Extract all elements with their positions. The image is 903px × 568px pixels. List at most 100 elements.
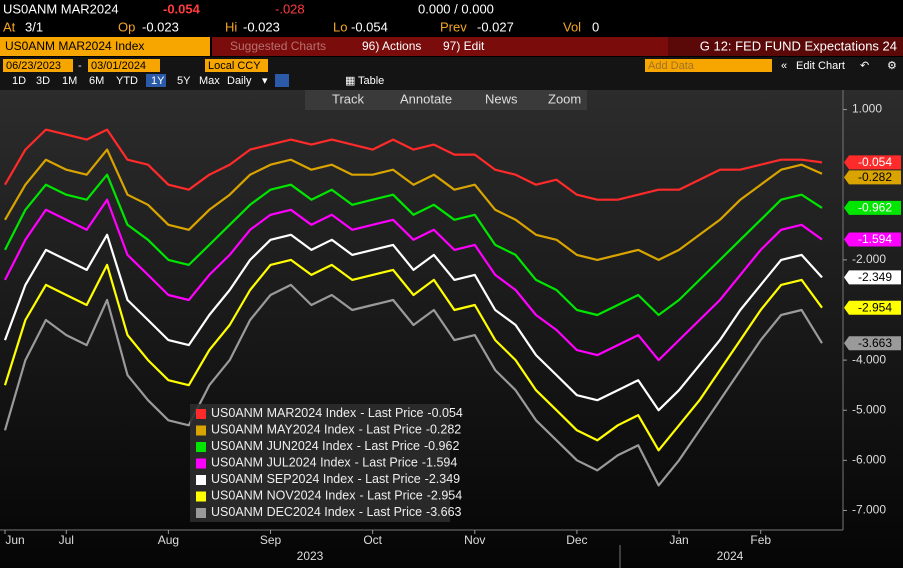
- suggested-charts[interactable]: Suggested Charts: [230, 39, 326, 53]
- period-button[interactable]: 6M: [89, 75, 104, 87]
- tool-bar: [305, 90, 587, 110]
- period-button[interactable]: YTD: [116, 75, 138, 87]
- start-date[interactable]: 06/23/2023: [6, 60, 61, 72]
- legend-label: - Last Price: [359, 505, 422, 519]
- value-tag: [844, 232, 901, 247]
- value-tag: [844, 155, 901, 170]
- op-label: Op: [118, 19, 135, 34]
- legend-entry: US0ANM JUL2024 Index - Last Price -1.594: [211, 456, 457, 470]
- header-bg: [0, 0, 903, 37]
- hi-value: -0.023: [243, 19, 280, 34]
- series-line: [3, 258, 823, 452]
- legend-entry: US0ANM JUN2024 Index - Last Price -0.962: [211, 439, 459, 453]
- settings-icon[interactable]: ⚙: [887, 60, 897, 72]
- value-tag: [844, 270, 901, 285]
- undo-icon[interactable]: ↶: [860, 60, 869, 72]
- bid-ask: 0.000 / 0.000: [418, 1, 494, 16]
- legend-name: US0ANM NOV2024 Index: [211, 489, 356, 503]
- value-tag-label: -0.962: [858, 201, 892, 215]
- legend-swatch: [196, 442, 206, 452]
- currency-box[interactable]: [205, 59, 268, 72]
- legend-value: -3.663: [426, 505, 461, 519]
- prev-value: -0.027: [477, 19, 514, 34]
- at-label: At: [3, 19, 16, 34]
- lo-label: Lo: [333, 19, 347, 34]
- tool-button[interactable]: Annotate: [400, 91, 452, 106]
- vol-label: Vol: [563, 19, 581, 34]
- y-tick-label: -4.000: [852, 352, 886, 366]
- x-tick-label: Feb: [750, 533, 771, 547]
- edit-chart[interactable]: Edit Chart: [796, 60, 845, 72]
- value-tag-label: -2.954: [858, 300, 892, 314]
- currency[interactable]: Local CCY: [208, 60, 261, 72]
- hi-label: Hi: [225, 19, 237, 34]
- tool-button[interactable]: Zoom: [548, 91, 581, 106]
- chart-tools: Track Annotate News Zoom: [332, 91, 581, 106]
- add-data[interactable]: Add Data: [648, 60, 695, 72]
- security-box[interactable]: [0, 37, 210, 56]
- legend-swatch: [196, 458, 206, 469]
- value-tag: [844, 336, 901, 351]
- price-change: -.028: [275, 1, 305, 16]
- period-buttons: 1D 3D 1M 6M YTD 1Y 5Y Max: [12, 74, 220, 87]
- date-dash: -: [78, 60, 82, 72]
- legend-entry: US0ANM MAR2024 Index - Last Price -0.054: [211, 406, 463, 420]
- value-tag-label: -2.349: [858, 270, 892, 284]
- table-button[interactable]: Table: [358, 75, 384, 87]
- table-icon[interactable]: ▦: [345, 75, 355, 87]
- legend-label: - Last Price: [355, 456, 418, 470]
- series-line: [3, 283, 823, 487]
- legend-box: [190, 404, 450, 522]
- value-tag: [844, 300, 901, 315]
- legend-swatch: [196, 491, 206, 502]
- tool-button[interactable]: News: [485, 91, 518, 106]
- tool-button[interactable]: Track: [332, 91, 365, 106]
- x-tick-label: Jun: [5, 533, 24, 547]
- series-line: [3, 233, 823, 412]
- add-data-box[interactable]: [645, 59, 772, 72]
- x-tick-label: Nov: [464, 533, 485, 547]
- period-button[interactable]: 1Y: [151, 75, 165, 87]
- legend-name: US0ANM JUN2024 Index: [211, 439, 353, 453]
- year-label: 2024: [717, 549, 744, 563]
- active-period-bg[interactable]: [146, 74, 166, 87]
- period-button[interactable]: 5Y: [177, 75, 191, 87]
- value-tag-label: -1.594: [858, 232, 892, 246]
- period-button[interactable]: Max: [199, 75, 220, 87]
- y-tick-label: -5.000: [852, 402, 886, 416]
- actions-menu[interactable]: 96) Actions: [362, 39, 421, 53]
- collapse-icon[interactable]: «: [781, 60, 787, 72]
- end-date-box[interactable]: [88, 59, 160, 72]
- period-button[interactable]: 1M: [62, 75, 77, 87]
- legend-swatch: [196, 475, 206, 485]
- legend-label: - Last Price: [357, 439, 420, 453]
- security[interactable]: US0ANM MAR2024 Index: [5, 39, 144, 53]
- period-button[interactable]: 1D: [12, 75, 26, 87]
- legend-name: US0ANM DEC2024 Index: [211, 505, 356, 519]
- value-tag: [844, 170, 901, 185]
- y-tick-label: -6.000: [852, 453, 886, 467]
- op-value: -0.023: [142, 19, 179, 34]
- chart-name-box: [668, 37, 903, 56]
- x-tick-label: Jul: [59, 533, 74, 547]
- ticker: US0ANM MAR2024: [3, 1, 119, 16]
- line-style-button[interactable]: [275, 74, 289, 87]
- frequency[interactable]: Daily: [227, 75, 252, 87]
- plot-background: [0, 90, 903, 568]
- start-date-box[interactable]: [3, 59, 73, 72]
- period-button[interactable]: 3D: [36, 75, 50, 87]
- value-tag: [844, 200, 901, 215]
- legend-value: -0.282: [426, 423, 461, 437]
- end-date[interactable]: 03/01/2024: [91, 60, 146, 72]
- edit-menu[interactable]: 97) Edit: [443, 39, 485, 53]
- legend-label: - Last Price: [357, 472, 420, 486]
- series-line: [4, 198, 823, 362]
- frequency-arrow[interactable]: ▾: [262, 75, 268, 87]
- y-tick-label: -7.000: [852, 503, 886, 517]
- prev-label: Prev: [440, 19, 467, 34]
- legend-label: - Last Price: [359, 423, 422, 437]
- series-line: [4, 128, 823, 201]
- y-tick-label: -2.000: [852, 252, 886, 266]
- legend-value: -0.962: [424, 439, 459, 453]
